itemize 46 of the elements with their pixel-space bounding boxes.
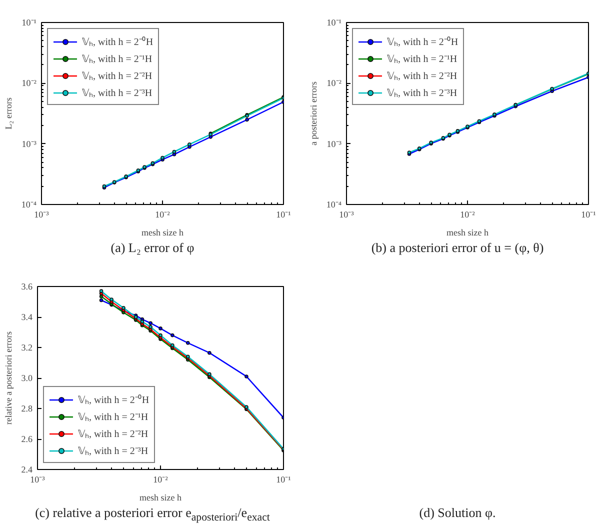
text: (c) relative a posteriori error e$_{aposteriori}$/e$_{exact}$ bbox=[34, 505, 271, 526]
legend-label: 𝕍ₕ, with h = 2⁻²H bbox=[82, 70, 152, 82]
x-tick-label: 10⁻² bbox=[155, 210, 170, 220]
x-tick-label: 10⁻¹ bbox=[276, 474, 292, 484]
x-axis-title: mesh size h bbox=[142, 228, 184, 238]
y-tick-label: 3.0 bbox=[21, 373, 33, 383]
y-tick-label: 10⁻³ bbox=[326, 138, 342, 149]
y-axis-title: relative a posteriori errors bbox=[3, 330, 14, 425]
y-tick-label: 10⁻⁴ bbox=[326, 200, 342, 210]
x-tick-label: 10⁻³ bbox=[34, 210, 50, 220]
text: (a) L₂ error of φ bbox=[110, 240, 196, 256]
legend-label: 𝕍ₕ, with h = 2⁻¹H bbox=[82, 53, 152, 65]
y-tick-label: 10⁻³ bbox=[22, 138, 37, 149]
y-tick-label: 10⁻² bbox=[22, 78, 37, 88]
x-tick-label: 10⁻² bbox=[153, 474, 168, 484]
y-tick-label: 3.4 bbox=[21, 312, 33, 322]
y-axis-title: L₂ errors bbox=[3, 97, 14, 130]
x-axis-title: mesh size h bbox=[446, 228, 489, 238]
x-axis-title: mesh size h bbox=[140, 492, 182, 502]
y-axis-title: a posteriori errors bbox=[308, 81, 318, 146]
y-tick-label: 2.8 bbox=[21, 404, 33, 414]
legend-label: 𝕍ₕ, with h = 2⁻³H bbox=[82, 87, 152, 99]
x-tick-label: 10⁻² bbox=[460, 210, 476, 220]
y-tick-label: 10⁻² bbox=[326, 78, 342, 88]
legend-label: 𝕍ₕ, with h = 2⁻¹H bbox=[78, 411, 148, 423]
legend-label: 𝕍ₕ, with h = 2⁻⁰H bbox=[82, 36, 154, 48]
y-tick-label: 3.6 bbox=[21, 282, 33, 292]
y-tick-label: 3.2 bbox=[21, 342, 32, 352]
x-tick-label: 10⁻¹ bbox=[276, 210, 292, 220]
legend-label: 𝕍ₕ, with h = 2⁻⁰H bbox=[387, 36, 458, 48]
legend-label: 𝕍ₕ, with h = 2⁻²H bbox=[387, 70, 458, 82]
x-tick-label: 10⁻¹ bbox=[581, 210, 596, 220]
y-tick-label: 2.4 bbox=[21, 464, 33, 474]
x-tick-label: 10⁻³ bbox=[339, 210, 354, 220]
y-tick-label: 10⁻¹ bbox=[326, 18, 342, 28]
legend-label: 𝕍ₕ, with h = 2⁻³H bbox=[387, 87, 458, 99]
y-tick-label: 10⁻⁴ bbox=[21, 200, 37, 210]
y-tick-label: 2.6 bbox=[21, 434, 33, 444]
text: (b) a posteriori error of u = (φ, θ) bbox=[370, 240, 545, 256]
legend-label: 𝕍ₕ, with h = 2⁻³H bbox=[78, 445, 148, 457]
legend-label: 𝕍ₕ, with h = 2⁻²H bbox=[78, 428, 148, 440]
text: (d) Solution φ. bbox=[418, 505, 497, 521]
x-tick-label: 10⁻³ bbox=[30, 474, 46, 484]
legend-label: 𝕍ₕ, with h = 2⁻⁰H bbox=[78, 394, 150, 406]
y-tick-label: 10⁻¹ bbox=[22, 18, 37, 28]
legend-label: 𝕍ₕ, with h = 2⁻¹H bbox=[387, 53, 458, 65]
